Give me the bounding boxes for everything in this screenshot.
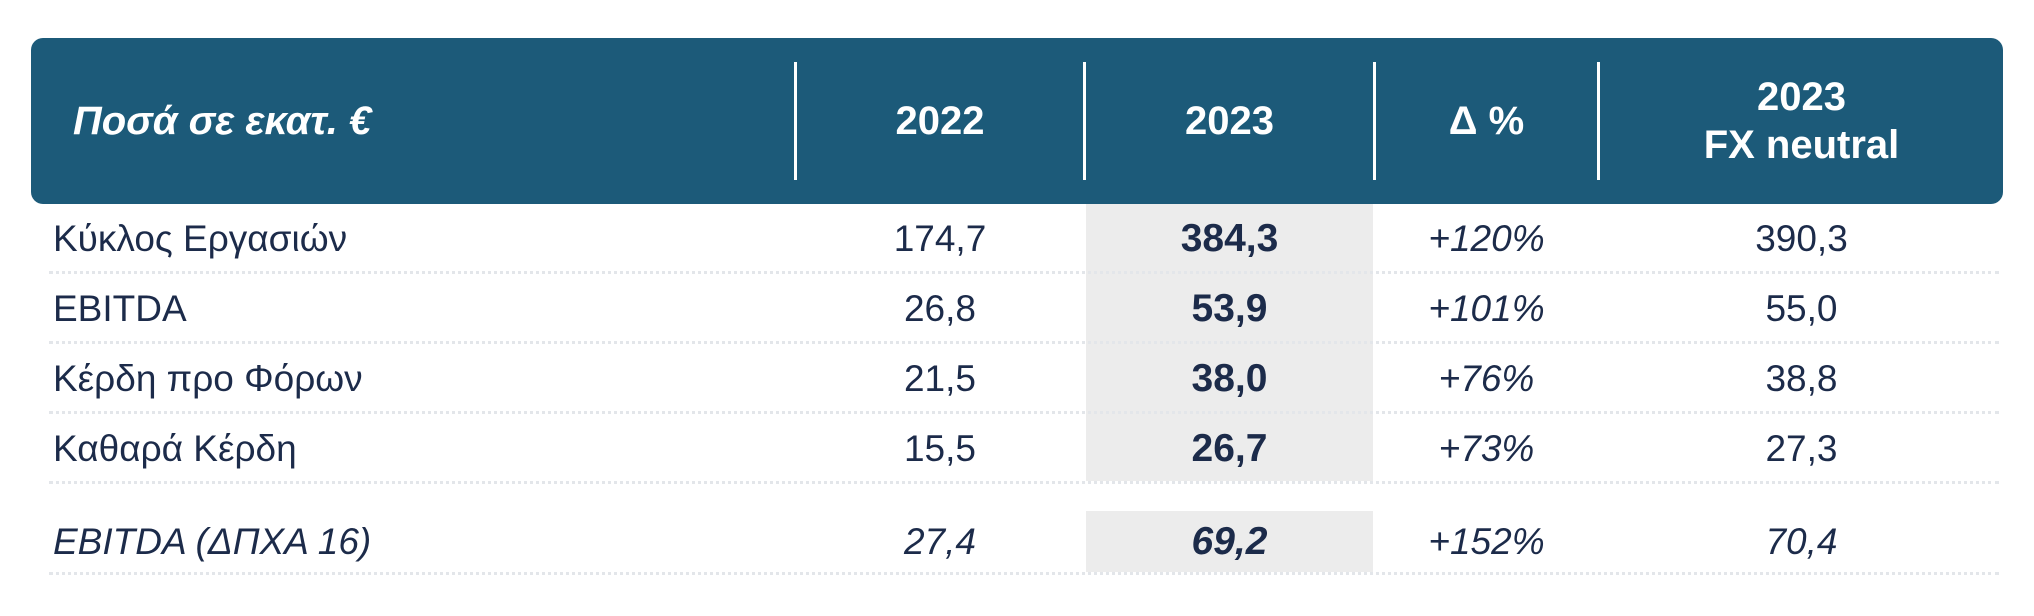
table-row: Κέρδη προ Φόρων 21,5 38,0 +76% 38,8	[31, 344, 2003, 414]
header-label: Ποσά σε εκατ. €	[73, 99, 372, 143]
value-2022: 174,7	[893, 218, 987, 259]
value-2023: 26,7	[1191, 427, 1268, 470]
column-divider	[1083, 62, 1086, 180]
header-2023: 2023	[1185, 99, 1274, 143]
value-delta: +101%	[1428, 288, 1545, 329]
header-fx-line2: FX neutral	[1703, 123, 1900, 167]
header-fx-line1: 2023	[1757, 75, 1846, 119]
value-fx-neutral: 70,4	[1765, 521, 1838, 562]
value-delta: +152%	[1428, 521, 1545, 562]
value-delta: +76%	[1438, 358, 1535, 399]
financial-table: Ποσά σε εκατ. € 2022 2023 Δ % 2023 FX ne…	[31, 38, 2003, 575]
column-divider	[1373, 62, 1376, 180]
row-label: Κύκλος Εργασιών	[53, 218, 348, 259]
row-separator	[49, 411, 1999, 414]
row-label: EBITDA	[53, 288, 187, 329]
value-fx-neutral: 55,0	[1765, 288, 1838, 329]
header-delta: Δ %	[1448, 99, 1525, 143]
row-label: Κέρδη προ Φόρων	[53, 358, 363, 399]
value-2023: 384,3	[1180, 217, 1279, 260]
column-divider	[1597, 62, 1600, 180]
value-2022: 27,4	[903, 521, 976, 562]
value-fx-neutral: 390,3	[1755, 218, 1848, 259]
row-label: Καθαρά Κέρδη	[53, 428, 297, 469]
table-header: Ποσά σε εκατ. € 2022 2023 Δ % 2023 FX ne…	[31, 38, 2003, 204]
header-fx-neutral: 2023 FX neutral	[1600, 38, 2003, 204]
value-2023: 38,0	[1191, 357, 1268, 400]
value-2023: 53,9	[1191, 287, 1268, 330]
value-2022: 15,5	[903, 428, 976, 469]
value-fx-neutral: 27,3	[1765, 428, 1838, 469]
row-label: EBITDA (ΔΠΧΑ 16)	[53, 521, 372, 562]
row-separator	[49, 481, 1999, 484]
value-2022: 26,8	[903, 288, 976, 329]
value-2023: 69,2	[1191, 520, 1268, 563]
row-separator	[49, 271, 1999, 274]
value-delta: +120%	[1428, 218, 1545, 259]
column-divider	[794, 62, 797, 180]
value-delta: +73%	[1438, 428, 1535, 469]
table-row: Κύκλος Εργασιών 174,7 384,3 +120% 390,3	[31, 204, 2003, 274]
row-separator	[49, 572, 1999, 575]
highlight-2023-cell	[1086, 511, 1373, 572]
table-row: Καθαρά Κέρδη 15,5 26,7 +73% 27,3	[31, 414, 2003, 484]
table-row: EBITDA (ΔΠΧΑ 16) 27,4 69,2 +152% 70,4	[31, 507, 2003, 577]
row-separator	[49, 341, 1999, 344]
header-2022: 2022	[895, 99, 985, 143]
value-2022: 21,5	[903, 358, 976, 399]
value-fx-neutral: 38,8	[1765, 358, 1838, 399]
table-row: EBITDA 26,8 53,9 +101% 55,0	[31, 274, 2003, 344]
